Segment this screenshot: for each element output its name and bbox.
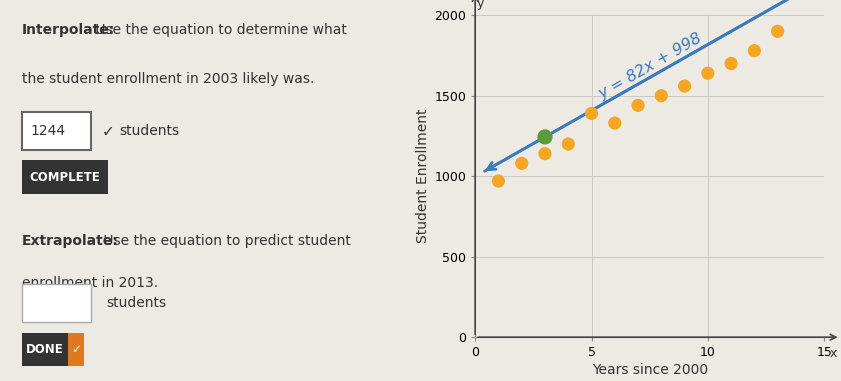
Text: Interpolate:: Interpolate: [22,23,115,37]
Text: 1244: 1244 [30,125,65,138]
Text: students: students [106,296,166,310]
Text: Use the equation to determine what: Use the equation to determine what [91,23,346,37]
Bar [22,160,108,194]
Point [492,178,505,184]
Point [748,48,761,54]
Text: COMPLETE: COMPLETE [29,171,101,184]
Text: the student enrollment in 2003 likely was.: the student enrollment in 2003 likely wa… [22,72,315,86]
Point [562,141,575,147]
Text: ✓: ✓ [71,343,81,356]
Text: y = 82x + 998: y = 82x + 998 [596,30,705,102]
Point [678,83,691,89]
Bar [68,333,84,366]
Text: Use the equation to predict student: Use the equation to predict student [99,234,352,248]
Point [701,70,715,76]
Text: students: students [119,125,179,138]
X-axis label: Years since 2000: Years since 2000 [591,363,708,377]
Point [584,110,598,117]
Point [515,160,528,166]
Text: y: y [476,0,484,10]
Point [724,61,738,67]
Bar [22,112,91,150]
Text: Extrapolate:: Extrapolate: [22,234,119,248]
Point [538,134,552,140]
Bar [22,333,68,366]
Y-axis label: Student Enrollment: Student Enrollment [416,109,430,243]
Text: DONE: DONE [26,343,64,356]
Point [632,102,645,109]
Point [654,93,668,99]
Point [538,150,552,157]
Text: x: x [830,346,838,360]
Point [771,28,785,34]
Point [608,120,621,126]
Text: ✓: ✓ [102,124,114,139]
Bar [22,284,91,322]
Text: enrollment in 2013.: enrollment in 2013. [22,276,158,290]
